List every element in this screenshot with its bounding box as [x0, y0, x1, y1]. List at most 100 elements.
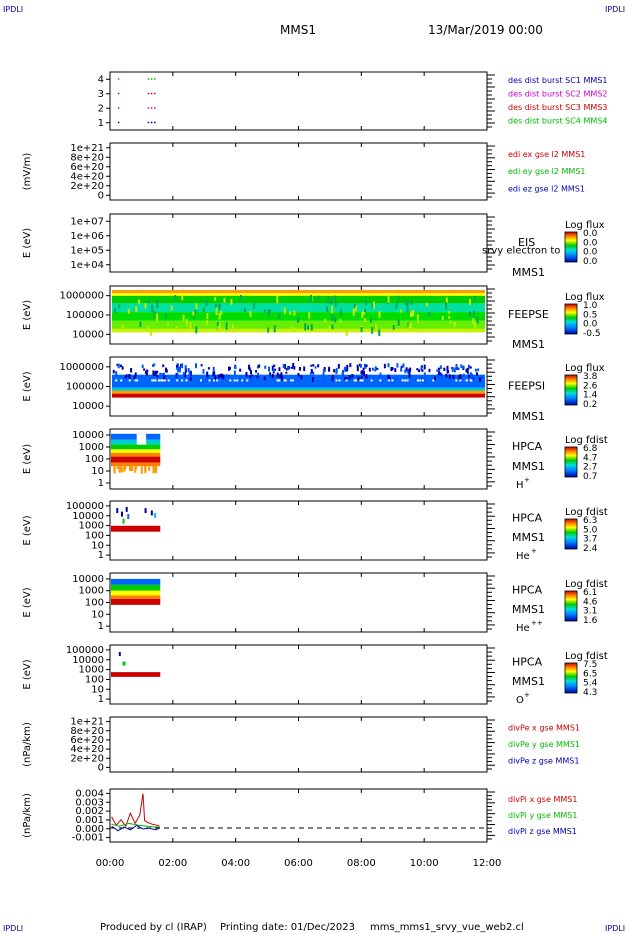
spectrogram-cell: [177, 369, 180, 372]
spectrogram-cell: [117, 363, 120, 369]
spectrogram-cell: [374, 369, 377, 372]
spectrogram-cell: [206, 371, 209, 376]
spectrogram-cell: [341, 369, 344, 375]
spectrogram-cell: [379, 372, 382, 378]
spectrogram-cell: [135, 306, 138, 313]
spectrogram-band: [111, 525, 161, 532]
spectrogram-cell: [120, 379, 123, 382]
spectrogram-cell: [383, 363, 386, 369]
colorbar-title: Log fdist: [565, 507, 608, 518]
y-tick-label: 100000: [66, 310, 104, 321]
spectrogram-band: [112, 295, 485, 304]
spectrogram-cells: [111, 506, 161, 532]
spectrogram-cell: [478, 377, 481, 382]
spectrogram-cell: [468, 299, 471, 306]
spectrogram-cell: [160, 379, 163, 382]
spectrogram-band: [112, 328, 485, 333]
y-axis-label: E (eV): [22, 659, 33, 689]
spectrogram-cell: [154, 370, 157, 376]
spectrogram-cell: [312, 371, 315, 375]
spectrogram-cell: [148, 466, 151, 471]
spectrogram-cell: [439, 365, 442, 370]
spectrogram-cell: [425, 302, 428, 307]
y-tick-label: 10: [91, 684, 104, 695]
spectrogram-cell: [346, 368, 349, 372]
spectrogram-cell: [258, 364, 261, 368]
colorbar: [564, 662, 578, 694]
spectrogram-cell: [185, 379, 188, 382]
spectrogram-cell: [116, 363, 119, 367]
spectrogram-cell: [459, 379, 462, 382]
spectrogram-cell: [134, 466, 137, 473]
spectrogram-cell: [399, 309, 402, 313]
colorbar-tick-label: 1.4: [583, 391, 598, 401]
spectrogram-cell: [303, 366, 306, 372]
spectrogram-cell: [372, 301, 375, 309]
instrument-name: HPCA: [512, 440, 543, 453]
y-tick-label: 2: [98, 103, 104, 114]
spectrogram-cell: [391, 367, 394, 371]
spectrogram-cell: [401, 379, 404, 382]
spectrogram-cell: [355, 379, 358, 382]
spectrogram-cell: [335, 379, 338, 382]
species-charge: +: [524, 691, 530, 699]
spectrogram-cell: [466, 367, 469, 373]
spectrogram-cell: [391, 379, 394, 382]
spectrogram-cell: [273, 325, 276, 333]
y-tick-label: 1e+21: [70, 143, 104, 154]
spectrogram-band: [112, 387, 485, 391]
spectrogram-cell: [357, 376, 360, 381]
spectrogram-cell: [146, 369, 149, 373]
spectrogram-cell: [297, 372, 300, 377]
spectrogram-cell: [369, 375, 372, 378]
y-tick-label: 1000000: [59, 291, 104, 302]
spectrogram-cell: [120, 466, 123, 473]
spectrogram-cell: [340, 308, 343, 317]
spectrogram-cell: [176, 365, 179, 368]
spectrogram-cell: [151, 304, 154, 312]
spectrogram-band: [111, 456, 161, 463]
spectrogram-cell: [228, 374, 231, 378]
spectrogram-cell: [292, 362, 295, 368]
species-charge: +: [531, 547, 537, 555]
spectrogram-cell: [378, 311, 381, 318]
colorbar-tick-label: 1.0: [583, 301, 598, 311]
spectrogram-cells: [111, 433, 161, 474]
spectrogram-cell: [436, 369, 439, 372]
colorbar-tick-label: -0.5: [583, 329, 601, 339]
spectrogram-cell: [225, 322, 228, 330]
spectrogram-cell: [328, 366, 331, 371]
corner-mark-bottom-right: IPDLI: [605, 924, 625, 933]
panel-feepse: 10000 100000 1000000 E (eV) FEEPSE MMS1 Log fl…: [22, 285, 605, 351]
spectrogram-cell: [144, 508, 147, 514]
spectrogram-cell: [374, 323, 377, 331]
spectrogram-cell: [304, 323, 307, 331]
spectrogram-cell: [363, 363, 366, 368]
y-tick-label: 100: [85, 454, 104, 465]
spectrogram-cell: [218, 312, 221, 320]
spectrogram-cell: [180, 364, 183, 367]
time-tick-label: 04:00: [221, 858, 250, 869]
spectrogram-cell: [128, 466, 131, 472]
spectrogram-cell: [371, 367, 374, 371]
spectrogram-cell: [118, 466, 121, 473]
spectrogram-cell: [353, 379, 356, 382]
spectrogram-cell: [308, 312, 311, 319]
spectrogram-cell: [331, 374, 334, 379]
spectrogram-cell: [122, 518, 125, 524]
spectrogram-cell: [182, 314, 185, 321]
spectrogram-cell: [288, 366, 291, 369]
spectrogram-cell: [453, 321, 456, 327]
spectrogram-cell: [392, 324, 395, 330]
spectrogram-cell: [481, 374, 484, 379]
spectrogram-cell: [152, 364, 155, 367]
header-mission: MMS1: [280, 23, 316, 37]
spectrogram-cells: [112, 290, 485, 337]
spectrogram-cell: [124, 466, 127, 470]
spectrogram-cell: [387, 363, 390, 368]
spectrogram-band: [112, 393, 485, 398]
spectrogram-cell: [287, 366, 290, 370]
y-tick-label: 10000: [72, 401, 104, 412]
spectrogram-cell: [378, 329, 381, 337]
spectrogram-cell: [150, 510, 153, 516]
